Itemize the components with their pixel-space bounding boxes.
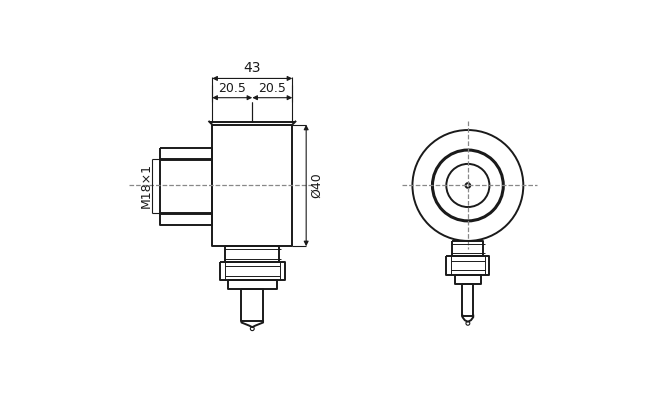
Text: M18×1: M18×1 [140,163,153,208]
Text: 43: 43 [244,61,261,75]
Text: 20.5: 20.5 [258,82,286,94]
Text: 20.5: 20.5 [218,82,246,94]
Text: Ø40: Ø40 [310,173,323,198]
